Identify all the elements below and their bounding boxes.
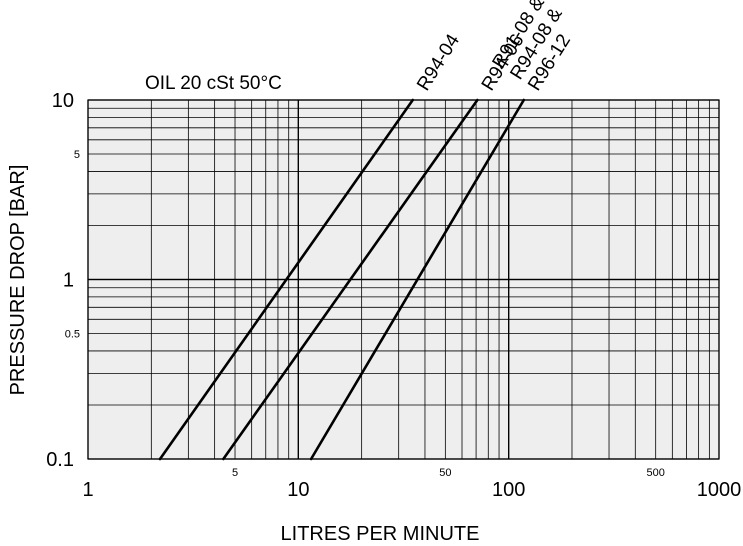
annotation-oil: OIL 20 cSt 50°C bbox=[145, 73, 282, 94]
series-line bbox=[158, 98, 415, 461]
x-tick-label: 1 bbox=[82, 479, 93, 501]
plot-frame bbox=[87, 99, 720, 460]
series-line bbox=[309, 98, 526, 461]
y-tick-label-minor: 0.5 bbox=[65, 329, 80, 341]
x-tick-label: 10 bbox=[287, 479, 309, 501]
y-tick-label: 1 bbox=[63, 270, 74, 292]
x-axis-title: LITRES PER MINUTE bbox=[281, 523, 480, 545]
x-tick-label-minor: 50 bbox=[439, 467, 451, 479]
grid bbox=[87, 99, 720, 460]
series-line bbox=[222, 98, 479, 461]
y-tick-label-minor: 5 bbox=[74, 149, 80, 161]
series-lines bbox=[158, 98, 526, 461]
y-tick-label: 10 bbox=[52, 90, 74, 112]
x-tick-label-minor: 5 bbox=[232, 467, 238, 479]
y-axis-title: PRESSURE DROP [BAR] bbox=[7, 165, 29, 396]
x-tick-label: 1000 bbox=[697, 479, 742, 501]
y-tick-label: 0.1 bbox=[46, 449, 74, 471]
series-label: R94-04 bbox=[413, 30, 464, 94]
x-tick-label: 100 bbox=[492, 479, 525, 501]
x-tick-label-minor: 500 bbox=[647, 467, 665, 479]
tick-labels: 1 10 100 1000 5 50 500 0.1 1 10 0.5 5 bbox=[46, 90, 741, 501]
